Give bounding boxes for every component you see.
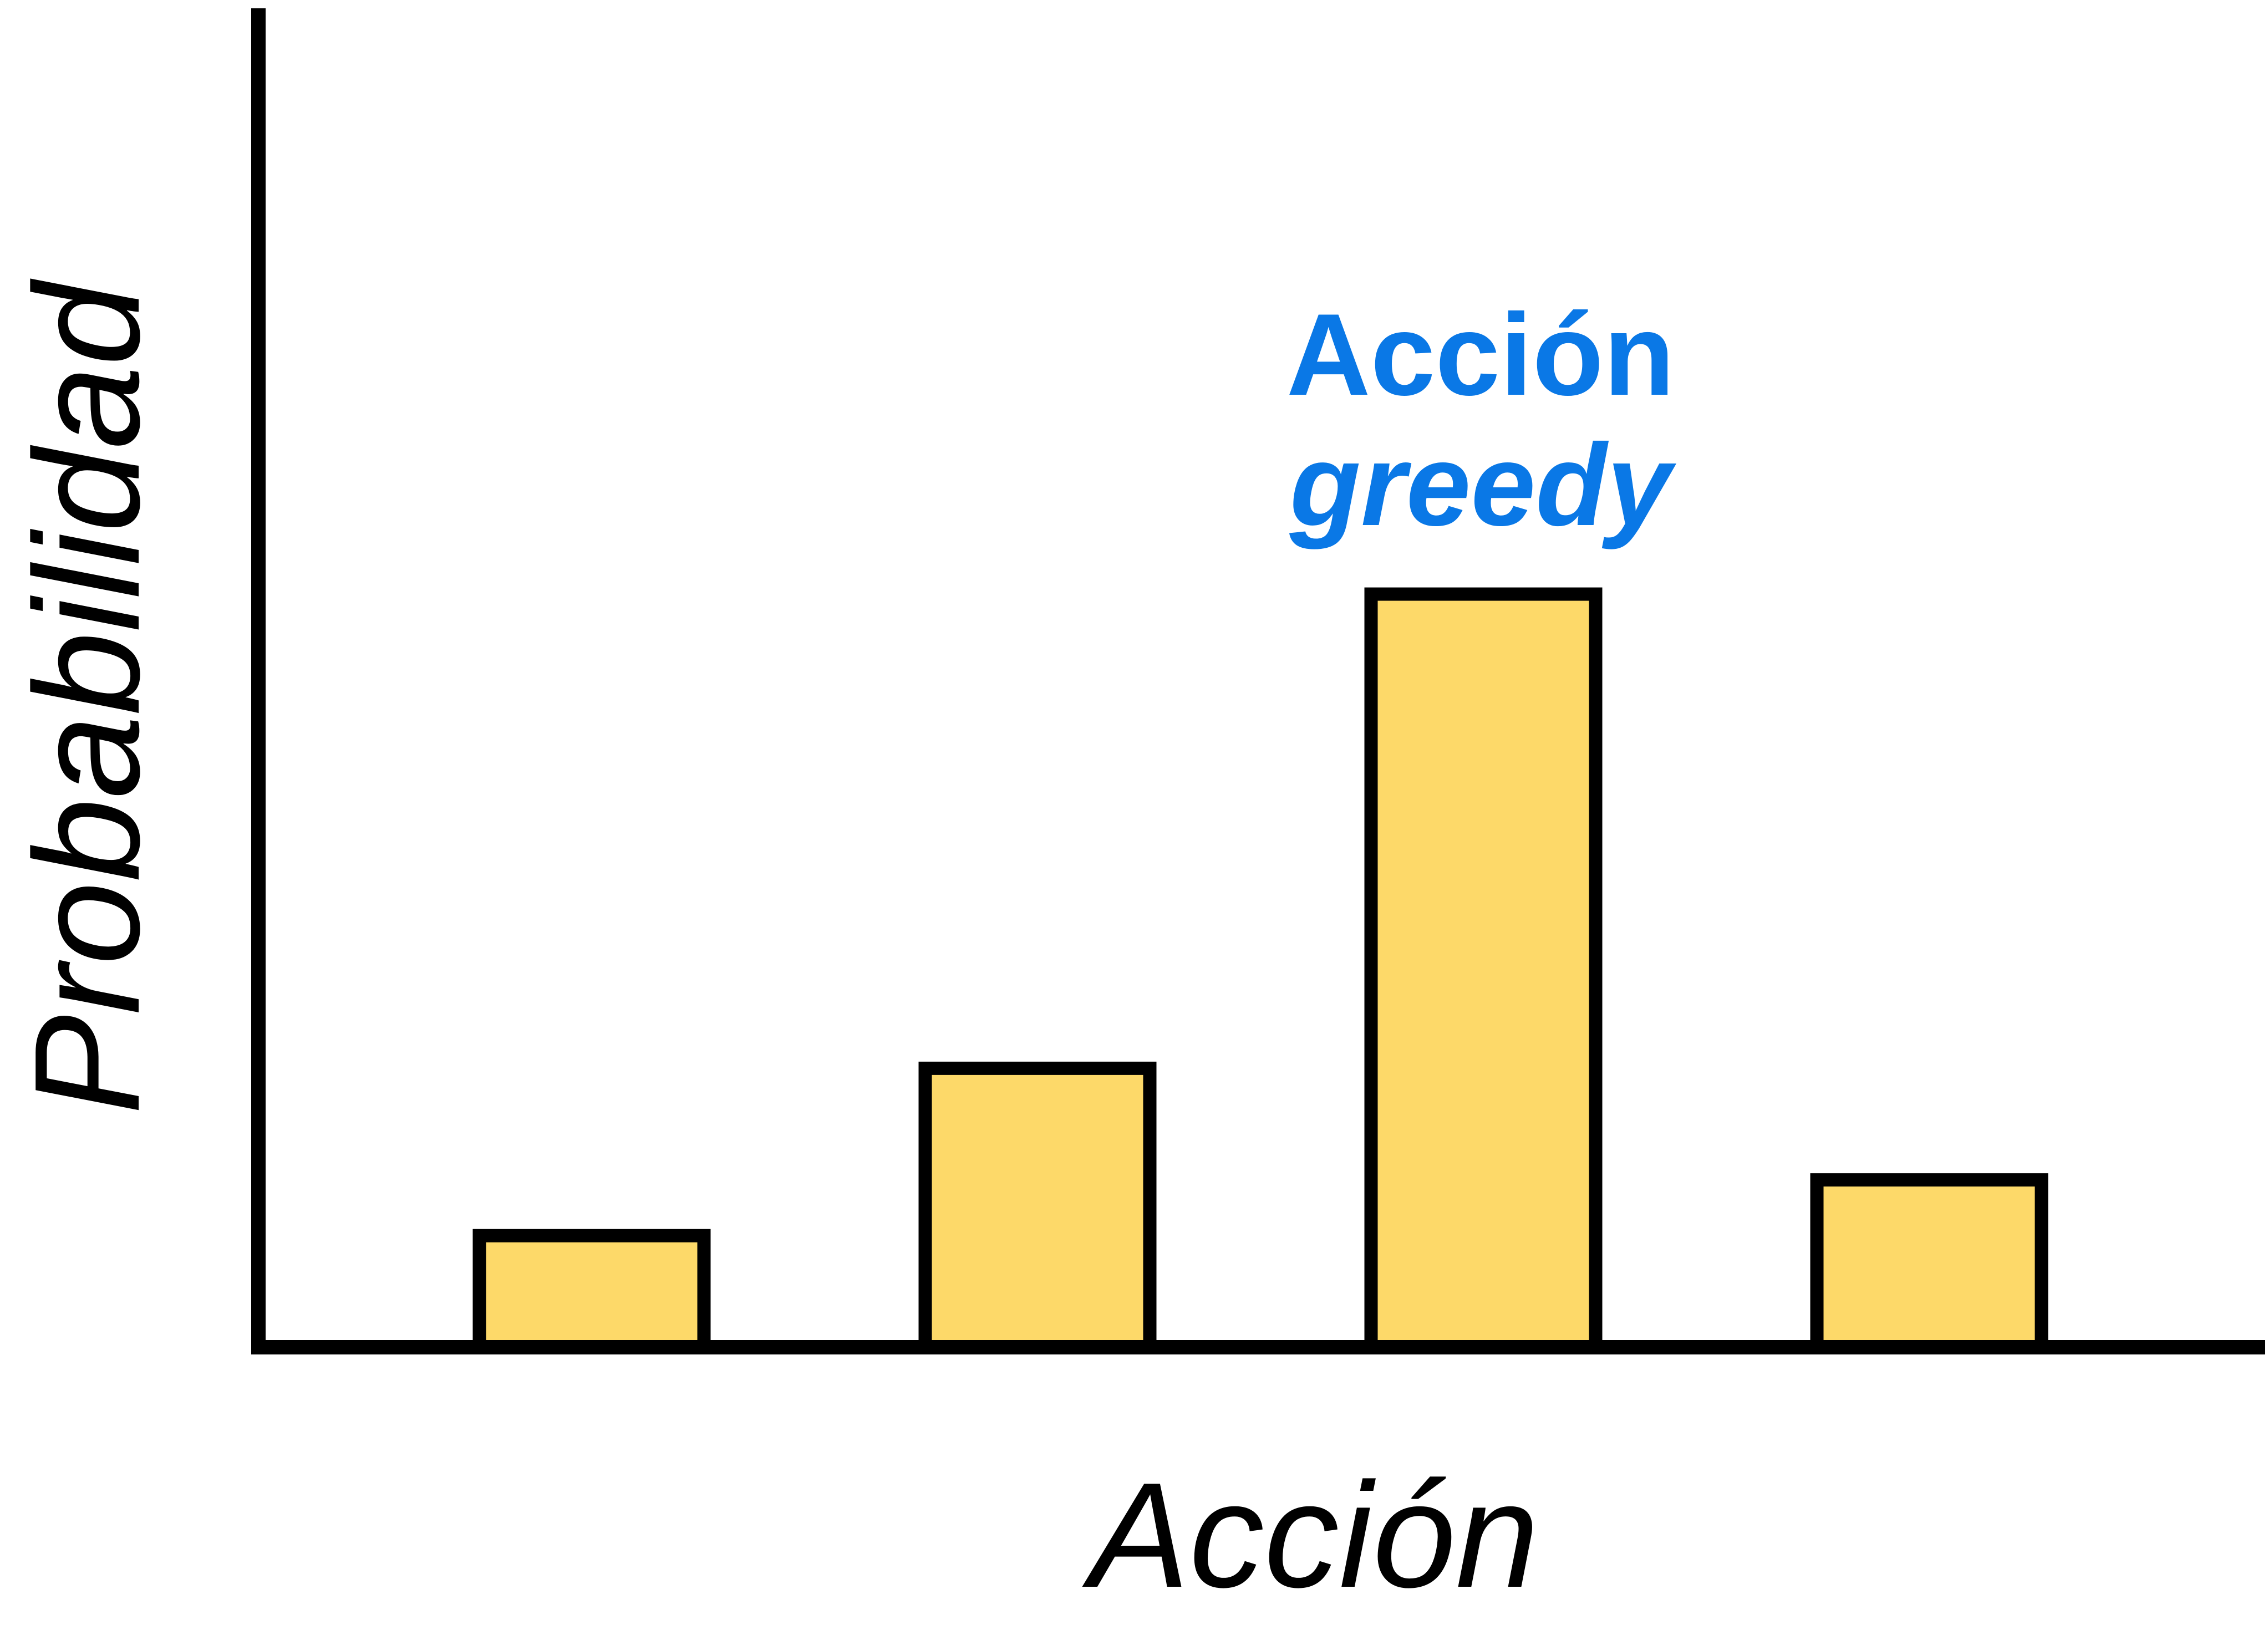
y-axis-label: Probabilidad — [4, 277, 171, 1114]
bar-3 — [1364, 587, 1603, 1354]
bar-4 — [1810, 1173, 2048, 1354]
bars-group — [472, 587, 2048, 1354]
greedy-annotation-line1: Acción — [1286, 289, 1675, 420]
bar-2 — [918, 1061, 1157, 1354]
greedy-annotation-line2: greedy — [1289, 420, 1677, 550]
bar-1 — [472, 1229, 711, 1354]
x-axis-label: Acción — [1080, 1452, 1539, 1619]
